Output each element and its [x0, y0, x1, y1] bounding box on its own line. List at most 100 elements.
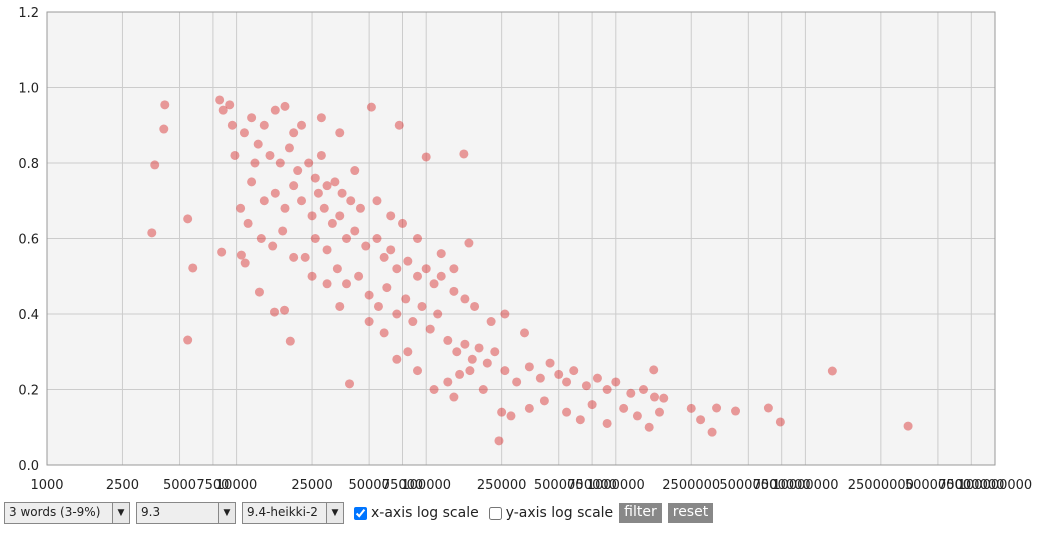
point	[345, 379, 355, 389]
point	[403, 256, 413, 266]
point	[236, 203, 246, 213]
point	[619, 403, 629, 413]
x-tick-label: 2500	[106, 478, 139, 493]
x-tick-label: 5000	[163, 478, 196, 493]
point	[403, 347, 413, 357]
point	[307, 271, 317, 281]
x-tick-label: 50000000	[905, 478, 971, 493]
point	[346, 196, 356, 206]
point	[319, 203, 329, 213]
point	[354, 271, 364, 281]
point	[506, 411, 516, 421]
button[interactable]: filter	[619, 503, 662, 523]
point	[355, 203, 365, 213]
point	[497, 407, 507, 417]
point	[490, 347, 500, 357]
point	[449, 392, 459, 402]
point	[592, 373, 602, 383]
dropdown-text: 9.3	[141, 505, 161, 519]
point	[401, 294, 411, 304]
point	[512, 377, 522, 387]
x-tick-label: 10000000	[772, 478, 838, 493]
dropdown-arrow: ▼	[326, 503, 343, 523]
dropdown-text: 9.4-heikki-2	[247, 505, 318, 519]
dropdown[interactable]: 9.3 ▼	[136, 502, 236, 524]
point	[460, 294, 470, 304]
point	[500, 309, 510, 319]
point	[265, 150, 275, 160]
point	[268, 241, 278, 251]
point	[227, 120, 237, 130]
point	[322, 245, 332, 255]
point	[467, 354, 477, 364]
point	[316, 113, 326, 123]
checkbox[interactable]	[488, 506, 502, 520]
point	[554, 369, 564, 379]
point	[289, 128, 299, 138]
controls: 3 words (3-9%) ▼ 9.3 ▼ 9.4-heikki-2 ▼ x-axis l…	[4, 502, 714, 524]
point	[696, 415, 706, 425]
point	[247, 113, 257, 123]
checkbox[interactable]	[354, 506, 367, 520]
dropdown[interactable]: 9.4-heikki-2 ▼	[242, 502, 344, 524]
point	[322, 279, 332, 289]
point	[284, 143, 294, 153]
point	[310, 234, 320, 243]
x-tick-label: 750000	[567, 478, 617, 493]
point	[270, 188, 280, 198]
point	[293, 166, 303, 176]
x-tick-label: 100000	[401, 478, 451, 493]
point	[250, 158, 260, 168]
point	[386, 211, 396, 221]
point	[337, 188, 347, 198]
point	[300, 252, 310, 262]
point	[160, 100, 170, 110]
point	[464, 238, 474, 248]
point	[372, 196, 382, 206]
y-tick-label: 0.8	[18, 157, 39, 172]
y-tick-label: 0.4	[18, 308, 39, 323]
point	[421, 152, 431, 162]
y-tick-label: 0.2	[18, 384, 39, 399]
point	[372, 234, 382, 243]
point	[270, 307, 280, 317]
point	[188, 263, 198, 273]
point	[626, 388, 636, 398]
plot-border	[46, 11, 996, 466]
point	[275, 158, 285, 168]
point	[611, 377, 621, 387]
point	[486, 317, 496, 327]
point	[436, 271, 446, 281]
point	[297, 196, 307, 206]
point	[524, 362, 534, 372]
point	[225, 100, 235, 110]
point	[408, 317, 418, 327]
point	[159, 124, 169, 134]
button[interactable]: reset	[667, 503, 714, 523]
point	[297, 120, 307, 130]
point	[392, 354, 402, 364]
point	[322, 181, 332, 191]
point	[731, 406, 741, 416]
point	[539, 396, 549, 406]
dropdown-arrow: ▼	[112, 503, 129, 523]
point	[289, 181, 299, 191]
x-tick-label: 10000	[216, 478, 257, 493]
checkbox-label: x-axis log scale	[371, 505, 479, 521]
dropdown[interactable]: 3 words (3-9%) ▼	[4, 502, 130, 524]
point	[581, 381, 591, 391]
point	[425, 324, 435, 334]
y-tick-label: 1.2	[18, 6, 39, 21]
point	[392, 264, 402, 274]
y-tick-label: 0.0	[18, 459, 39, 474]
point	[775, 417, 785, 427]
checkbox-x-log[interactable]: x-axis log scale	[354, 505, 479, 521]
point	[452, 347, 462, 357]
point	[659, 393, 669, 403]
point	[278, 226, 288, 236]
point	[350, 166, 360, 176]
point	[443, 377, 453, 387]
checkbox-y-log[interactable]: y-axis log scale	[488, 505, 613, 521]
point	[150, 160, 160, 170]
x-tick-label: 25000	[291, 478, 332, 493]
